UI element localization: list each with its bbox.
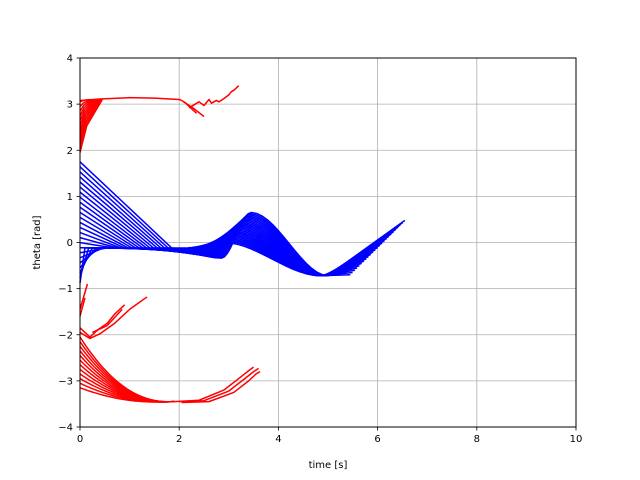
series-line-red [79, 304, 126, 338]
series-line-red [79, 283, 89, 310]
x-axis-label: time [s] [309, 460, 348, 471]
series-line-red [79, 99, 100, 139]
series-line-red [179, 367, 259, 403]
y-tick-label: 0 [67, 238, 73, 249]
x-tick-label: 8 [474, 434, 480, 445]
data-series [79, 85, 406, 404]
y-tick-label: −3 [58, 376, 73, 387]
series-line-red [79, 98, 92, 107]
series-line-red [79, 99, 102, 149]
x-tick-label: 4 [275, 434, 281, 445]
y-tick-label: 4 [67, 54, 73, 65]
x-tick-label: 2 [176, 434, 182, 445]
series-line-red [79, 98, 95, 121]
series-line-red [79, 296, 148, 340]
y-tick-label: −1 [58, 284, 73, 295]
y-tick-label: 2 [67, 146, 73, 157]
plot-area: 0 2 4 6 8 10 −4 −3 −2 −1 0 1 2 3 4 [58, 54, 582, 445]
y-axis-label: theta [rad] [32, 215, 43, 269]
series-line-red [79, 98, 93, 112]
y-tick-label: 3 [67, 100, 73, 111]
series-line-red [79, 98, 94, 116]
series-line-red [188, 85, 240, 109]
series-line-red [79, 297, 86, 317]
series-line-red [79, 99, 97, 126]
y-tick-label: 1 [67, 192, 73, 203]
series-line-blue [79, 161, 406, 277]
series-line-red [79, 99, 101, 144]
series-line-red [79, 99, 99, 135]
series-line-red [92, 308, 123, 334]
x-tick-label: 10 [570, 434, 583, 445]
series-line-red [181, 371, 261, 404]
x-tick-label: 6 [374, 434, 380, 445]
y-tick-label: −2 [58, 330, 73, 341]
series-line-red [79, 99, 98, 130]
series-line-red [79, 96, 182, 102]
series-line-red [79, 387, 175, 403]
ticks: 0 2 4 6 8 10 −4 −3 −2 −1 0 1 2 3 4 [58, 54, 582, 445]
y-tick-label: −4 [58, 423, 73, 434]
series-line-red [79, 99, 103, 153]
x-tick-label: 0 [77, 434, 83, 445]
